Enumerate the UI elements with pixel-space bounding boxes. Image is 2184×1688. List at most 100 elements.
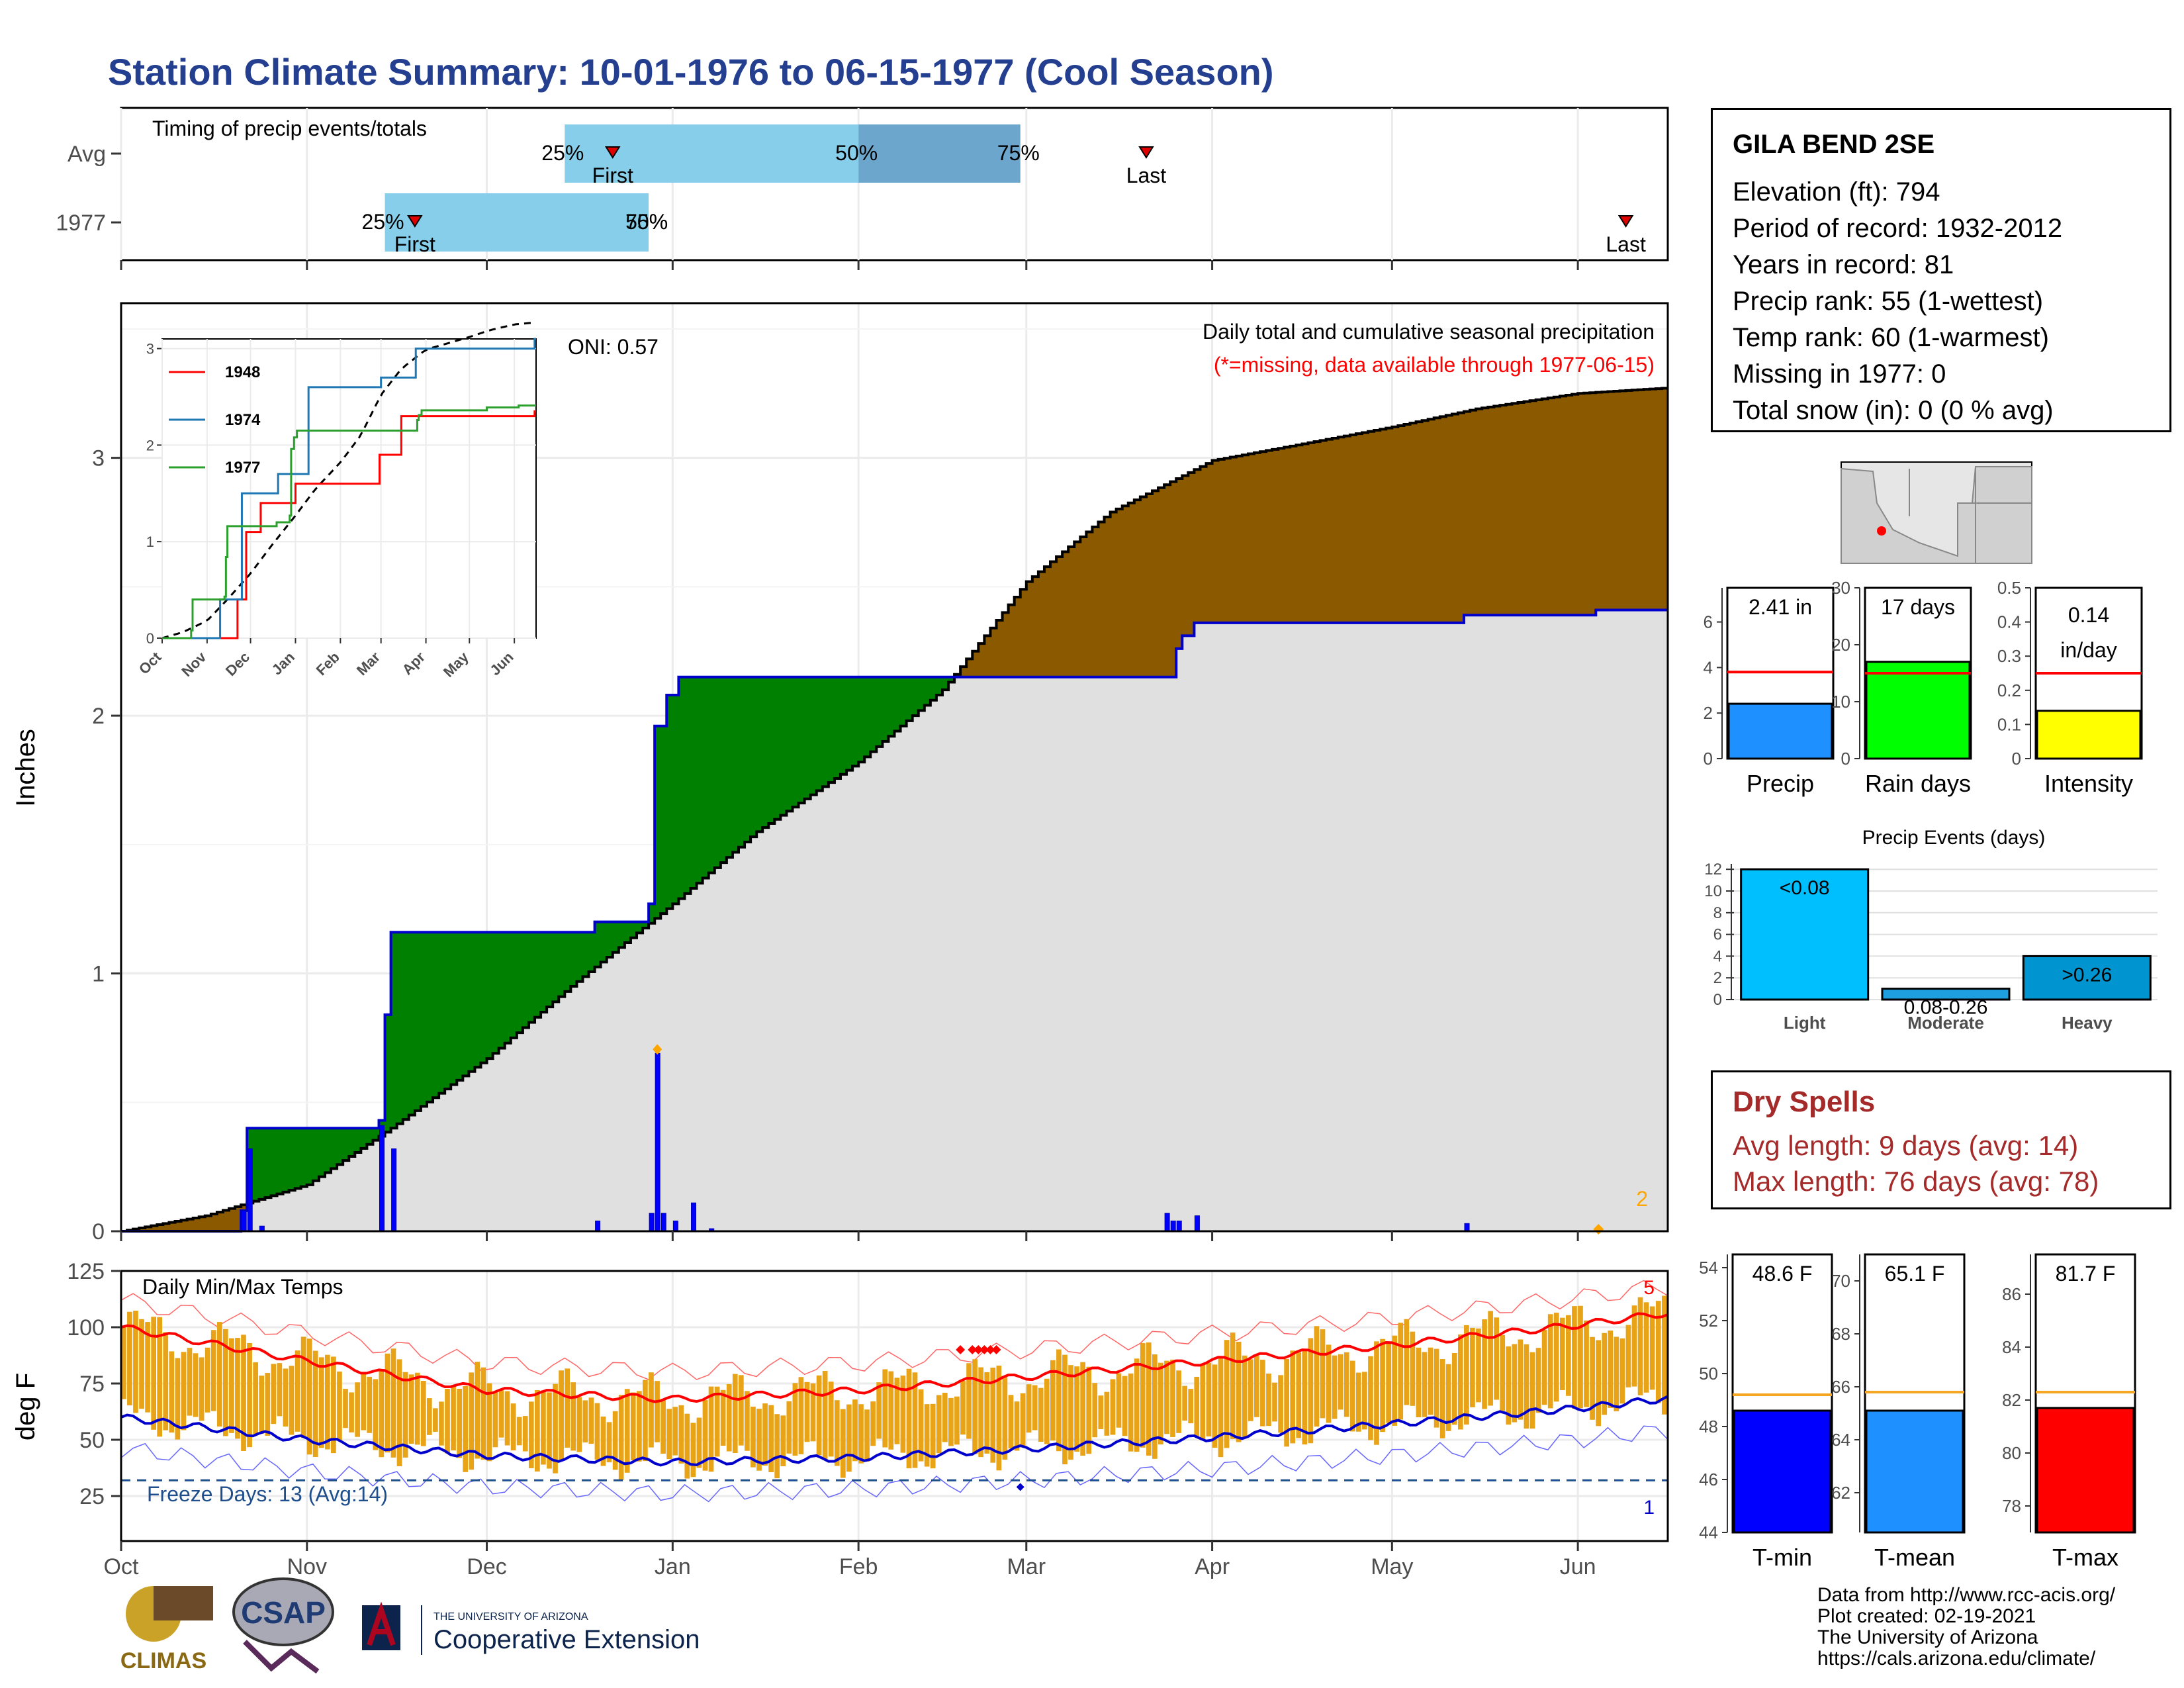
daily-temp-bar	[1134, 1358, 1140, 1452]
daily-temp-bar	[402, 1372, 408, 1458]
dry-spells-max: Max length: 76 days (avg: 78)	[1733, 1166, 2099, 1197]
precip-diff-slice	[1302, 444, 1309, 623]
summary-ytick-label: 6	[1704, 612, 1713, 632]
daily-temp-bar	[1590, 1336, 1595, 1420]
daily-temp-bar	[1428, 1347, 1433, 1415]
summary-ytick-label: 0	[1704, 749, 1713, 769]
precip-diff-slice	[1416, 422, 1423, 623]
precip-diff-slice	[1428, 419, 1435, 623]
precip-diff-slice	[1050, 561, 1057, 677]
temp-ytick-label: 25	[79, 1484, 105, 1509]
daily-temp-bar	[1596, 1340, 1602, 1427]
avg-cumulative-line	[121, 387, 1668, 1233]
daily-temp-bar	[888, 1371, 894, 1450]
precip-diff-slice	[924, 677, 931, 706]
daily-temp-bar	[139, 1319, 144, 1409]
daily-temp-bar	[1026, 1384, 1032, 1433]
precip-diff-slice	[1020, 589, 1027, 677]
daily-temp-bar	[1248, 1359, 1253, 1421]
precip-diff-slice	[751, 677, 757, 837]
daily-temp-bar	[1343, 1352, 1349, 1417]
daily-temp-bar	[331, 1356, 336, 1454]
precip-diff-slice	[1284, 447, 1291, 623]
timing-first-label: First	[394, 232, 435, 256]
daily-temp-bar	[306, 1338, 312, 1455]
precip-diff-slice	[1230, 457, 1237, 623]
precip-diff-slice	[1608, 391, 1615, 610]
daily-precip-bar	[691, 1202, 697, 1232]
daily-temp-bar	[643, 1380, 648, 1462]
temp-ytick-label: 75	[79, 1372, 105, 1397]
credits-line4: https://cals.arizona.edu/climate/	[1817, 1648, 2096, 1669]
precip-diff-slice	[852, 677, 859, 767]
precip-diff-slice	[822, 677, 829, 787]
daily-temp-bar	[751, 1406, 756, 1468]
timing-first-marker	[407, 215, 423, 228]
daily-temp-bar	[175, 1358, 181, 1440]
map-borders	[1909, 467, 2032, 563]
precip-ytick-label: 2	[92, 704, 105, 729]
daily-temp-bar	[343, 1389, 348, 1429]
precip-diff-slice	[930, 677, 937, 700]
precip-diff-slice	[408, 932, 416, 1115]
station-name: GILA BEND 2SE	[1733, 130, 1935, 159]
temp-frame	[120, 1270, 1669, 1542]
precip-diff-slice	[768, 677, 775, 823]
precip-diff-slice	[1182, 475, 1189, 636]
inset-avg-line	[161, 321, 533, 639]
daily-temp-bar	[1404, 1319, 1410, 1405]
timing-p50-label: 50%	[625, 210, 668, 234]
record-high-marker	[991, 1345, 1001, 1354]
temp-value-label: 65.1 F	[1885, 1262, 1945, 1286]
precip-diff-slice	[1578, 393, 1584, 616]
daily-temp-bar	[516, 1417, 522, 1446]
summary-bar-2	[2036, 710, 2142, 760]
summary-bar-1	[1865, 1409, 1964, 1534]
daily-temp-bar	[1457, 1334, 1463, 1430]
summary-ytick-label: 4	[1704, 657, 1713, 677]
events-bar-heavy	[2022, 955, 2152, 1001]
daily-temp-bar	[259, 1376, 265, 1434]
daily-temp-bar	[492, 1391, 498, 1448]
daily-temp-bar	[1380, 1338, 1385, 1432]
daily-temp-bar	[1349, 1360, 1355, 1432]
daily-temp-bar	[229, 1338, 234, 1433]
daily-temp-bar	[1278, 1375, 1283, 1433]
daily-temp-bar	[1476, 1328, 1481, 1403]
daily-temp-bar	[289, 1366, 295, 1435]
csap-text: CSAP	[241, 1595, 326, 1630]
precip-diff-slice	[678, 677, 686, 899]
daily-temp-bar	[678, 1405, 684, 1464]
daily-temp-bar	[786, 1401, 792, 1454]
timing-p50-label: 50%	[835, 141, 878, 165]
temp-ytick-label: 50	[79, 1428, 105, 1453]
timing-p25-label: 25%	[541, 141, 584, 165]
daily-temp-bar	[271, 1364, 277, 1425]
daily-temp-bar	[1014, 1401, 1020, 1451]
precip-diff-slice	[157, 1224, 164, 1231]
daily-temp-bar	[1068, 1365, 1073, 1460]
timing-bar-25-50	[385, 193, 649, 252]
precip-diff-slice	[547, 932, 553, 1008]
daily-temp-bar	[1062, 1354, 1068, 1465]
timing-first-marker	[604, 146, 621, 159]
events-value-label: >0.26	[2062, 964, 2112, 986]
summary-ytick-label: 64	[1831, 1430, 1850, 1450]
daily-temp-bar	[318, 1357, 324, 1448]
daily-temp-bar	[1290, 1350, 1296, 1444]
daily-temp-bar	[822, 1371, 828, 1460]
daily-temp-bar	[1518, 1339, 1524, 1420]
daily-temp-bar	[295, 1350, 300, 1432]
precip-diff-slice	[1553, 397, 1561, 616]
location-map	[1841, 461, 2032, 564]
daily-temp-bar	[1547, 1314, 1553, 1409]
daily-temp-bar	[1614, 1336, 1619, 1411]
summary-bar-1	[1865, 661, 1971, 760]
precip-diff-slice	[396, 932, 404, 1124]
daily-temp-bar	[582, 1400, 588, 1443]
daily-temp-bar	[900, 1376, 906, 1453]
precip-diff-slice	[541, 932, 547, 1012]
precip-diff-slice	[1464, 411, 1471, 616]
credits-line3: The University of Arizona	[1817, 1626, 2038, 1648]
